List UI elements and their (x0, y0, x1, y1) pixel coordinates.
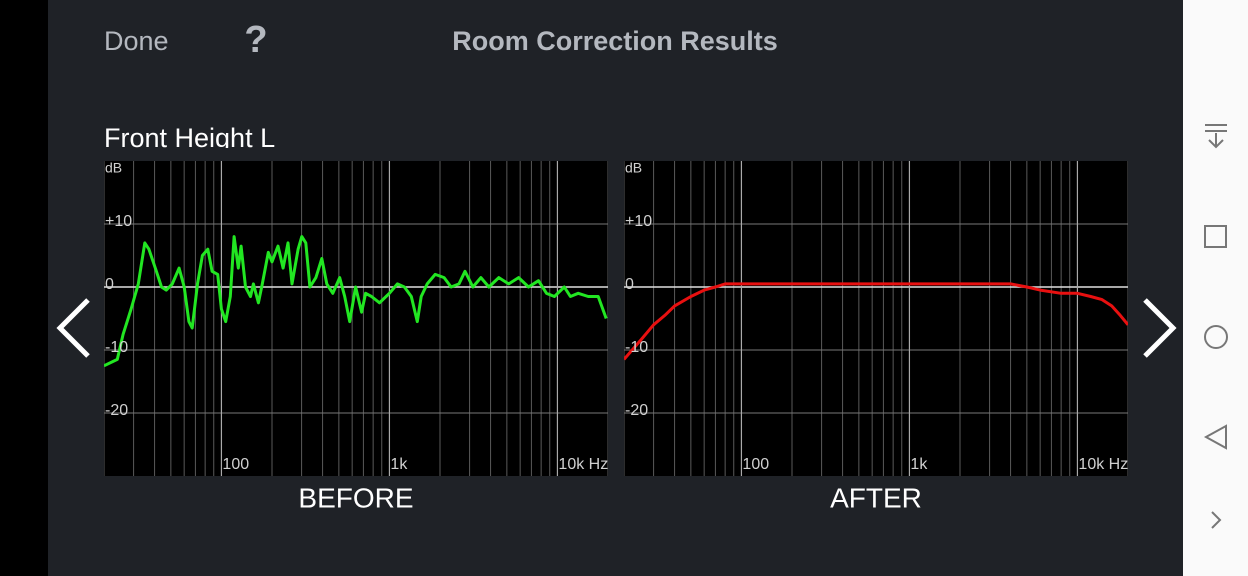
chart-title: BEFORE (298, 482, 413, 513)
nav-icons (1203, 124, 1228, 529)
x-tick-label: 10k Hz (558, 456, 608, 473)
x-tick-label: 1k (910, 456, 928, 473)
y-tick-label: 0 (625, 276, 634, 293)
x-tick-label: 100 (742, 456, 769, 473)
left-edge (0, 0, 48, 576)
plot-area (104, 161, 608, 476)
y-tick-label: -20 (105, 402, 128, 419)
chart-title: AFTER (830, 482, 922, 513)
y-tick-label: 0 (105, 276, 114, 293)
help-button[interactable]: ? (244, 19, 267, 61)
y-tick-label: +10 (625, 213, 652, 230)
x-tick-label: 100 (222, 456, 249, 473)
nav-back[interactable] (1203, 424, 1227, 450)
y-axis-label: dB (625, 160, 642, 176)
screen-title: Room Correction Results (452, 26, 778, 56)
plot-area (624, 161, 1128, 476)
y-tick-label: -10 (105, 339, 128, 356)
done-button[interactable]: Done (104, 26, 169, 56)
prev-arrow[interactable] (56, 298, 90, 358)
x-tick-label: 10k Hz (1078, 456, 1128, 473)
response-line (104, 235, 608, 368)
chart: +10 0 -10 -20 100 1k 10k Hz dB (624, 160, 1128, 476)
nav-bar (1183, 0, 1248, 576)
y-tick-label: +10 (105, 213, 132, 230)
chart: +10 0 -10 -20 100 1k 10k Hz dB (104, 160, 608, 476)
y-axis-label: dB (105, 160, 122, 176)
nav-recents[interactable] (1204, 225, 1227, 248)
next-arrow[interactable] (1143, 298, 1177, 358)
nav-home[interactable] (1204, 325, 1228, 349)
y-tick-label: -10 (625, 339, 648, 356)
response-line (624, 282, 1128, 361)
nav-more[interactable] (1211, 511, 1222, 529)
section-title: Front Height L (104, 123, 275, 153)
y-tick-label: -20 (625, 402, 648, 419)
x-tick-label: 1k (390, 456, 408, 473)
